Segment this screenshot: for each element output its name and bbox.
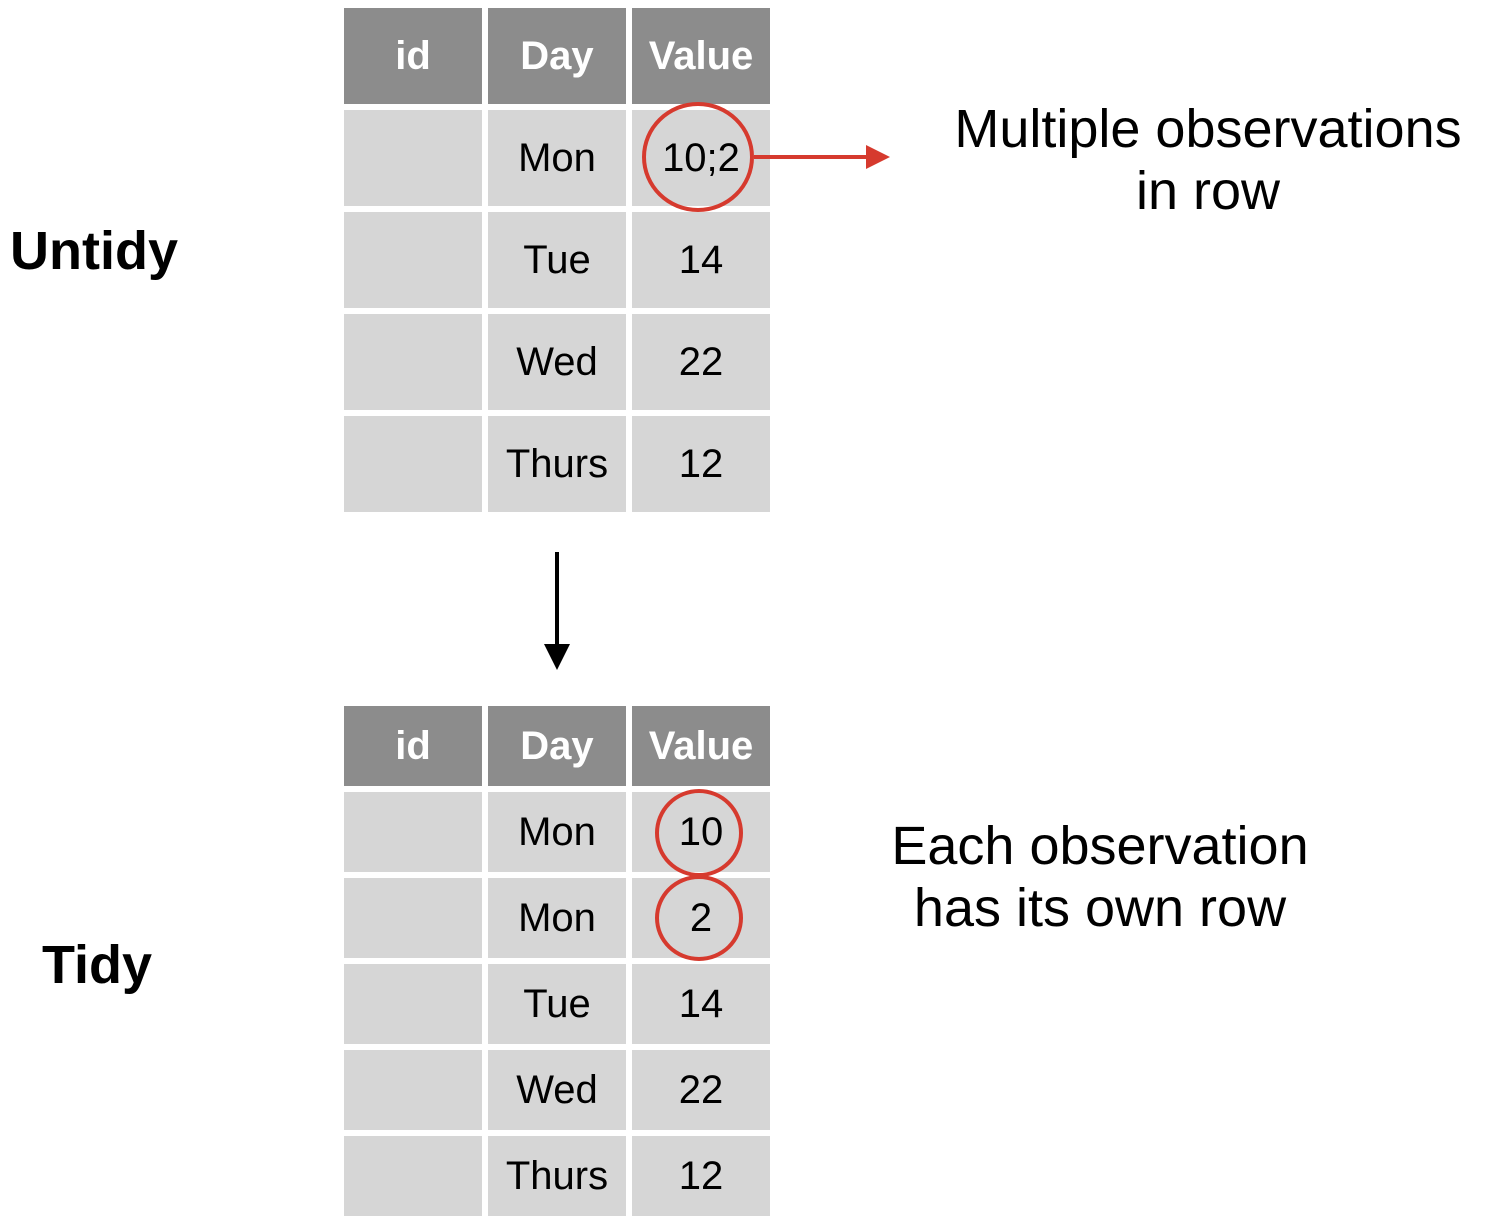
header-id: id xyxy=(344,8,482,104)
cell-id xyxy=(344,792,482,872)
cell-value: 12 xyxy=(632,416,770,512)
untidy-annotation-line1: Multiple observations xyxy=(954,99,1462,159)
cell-id xyxy=(344,878,482,958)
cell-id xyxy=(344,212,482,308)
cell-id xyxy=(344,416,482,512)
cell-value: 12 xyxy=(632,1136,770,1216)
cell-id xyxy=(344,1050,482,1130)
cell-day: Mon xyxy=(488,110,626,206)
untidy-annotation-line2: in row xyxy=(1135,161,1281,221)
tidy-annotation-line2: has its own row xyxy=(913,878,1287,938)
header-day: Day xyxy=(488,706,626,786)
tidy-label: Tidy xyxy=(42,935,153,995)
tidy-table: id Day Value Mon 10 Mon 2 Tue 14 Wed 22 … xyxy=(344,706,770,1216)
cell-id xyxy=(344,314,482,410)
red-arrow xyxy=(754,145,890,169)
header-value: Value xyxy=(632,8,770,104)
untidy-table: id Day Value Mon 10;2 Tue 14 Wed 22 Thur… xyxy=(344,8,770,512)
cell-value: 22 xyxy=(632,1050,770,1130)
tidy-annotation: Each observation has its own row xyxy=(840,815,1360,939)
cell-day: Tue xyxy=(488,964,626,1044)
header-id: id xyxy=(344,706,482,786)
untidy-label: Untidy xyxy=(10,221,178,281)
down-arrow xyxy=(544,552,570,670)
cell-day: Thurs xyxy=(488,416,626,512)
cell-day: Tue xyxy=(488,212,626,308)
cell-value: 14 xyxy=(632,964,770,1044)
cell-day: Thurs xyxy=(488,1136,626,1216)
cell-day: Wed xyxy=(488,314,626,410)
header-value: Value xyxy=(632,706,770,786)
cell-value: 10;2 xyxy=(632,110,770,206)
tidy-annotation-line1: Each observation xyxy=(891,816,1309,876)
cell-day: Mon xyxy=(488,878,626,958)
cell-value: 22 xyxy=(632,314,770,410)
cell-id xyxy=(344,964,482,1044)
cell-id xyxy=(344,1136,482,1216)
header-day: Day xyxy=(488,8,626,104)
cell-day: Wed xyxy=(488,1050,626,1130)
cell-id xyxy=(344,110,482,206)
cell-day: Mon xyxy=(488,792,626,872)
untidy-annotation: Multiple observations in row xyxy=(912,98,1504,222)
cell-value: 14 xyxy=(632,212,770,308)
